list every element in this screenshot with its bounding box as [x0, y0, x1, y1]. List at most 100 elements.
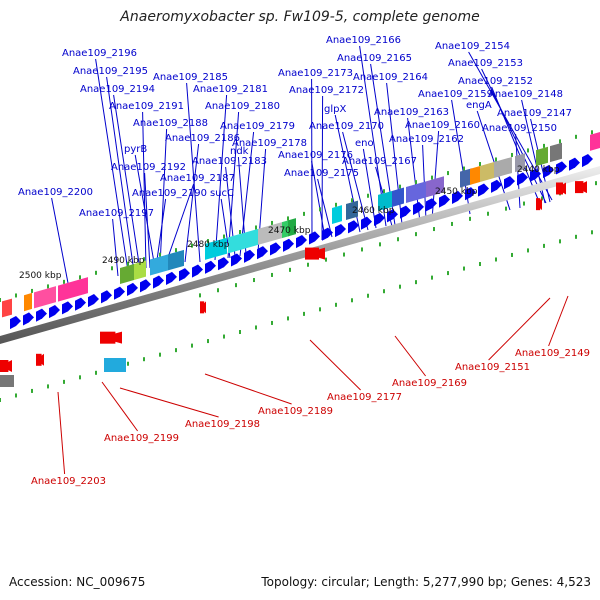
reverse-tick: [433, 227, 435, 232]
reverse-tick: [325, 257, 327, 262]
reverse-tick: [351, 298, 353, 303]
gene-label: Anae109_2176: [278, 150, 353, 161]
gene-label: Anae109_2191: [109, 101, 184, 112]
gene-label: glpX: [324, 104, 346, 115]
gene-label: Anae109_2200: [18, 187, 93, 198]
scale-label: 2450 kbp: [435, 187, 478, 197]
reverse-tick: [469, 216, 471, 221]
gene-label: Anae109_2183: [192, 156, 267, 167]
leader-line: [321, 95, 324, 241]
gene-feature: [332, 205, 342, 224]
forward-tick: [559, 139, 561, 144]
reverse-gene: [0, 360, 9, 372]
reverse-tick: [559, 239, 561, 244]
reverse-tick: [415, 232, 417, 237]
gene-label: Anae109_2188: [133, 118, 208, 129]
leader-line: [101, 381, 139, 432]
scale-label: 2500 kbp: [19, 271, 62, 281]
gene-arrow: [49, 305, 60, 319]
gene-label: Anae109_2177: [327, 392, 402, 403]
reverse-gene: [200, 301, 205, 314]
reverse-tick: [451, 221, 453, 226]
reverse-tick: [431, 275, 433, 280]
reverse-tick: [543, 243, 545, 248]
gene-arrow: [296, 235, 307, 249]
gene-arrow: [452, 190, 463, 204]
forward-tick: [383, 189, 385, 194]
reverse-tick: [143, 357, 145, 362]
forward-tick: [127, 261, 129, 266]
reverse-tick: [319, 307, 321, 312]
leader-line: [548, 295, 569, 347]
reverse-tick: [63, 379, 65, 384]
forward-tick: [287, 216, 289, 221]
scale-label: 2440 kbp: [517, 165, 560, 175]
leader-line: [309, 339, 361, 391]
reverse-tick: [591, 230, 593, 235]
forward-tick: [367, 193, 369, 198]
gene-arrow: [101, 290, 112, 304]
gene-feature: [120, 264, 134, 285]
gene-label: Anae109_2180: [205, 101, 280, 112]
reverse-tick: [127, 361, 129, 366]
reverse-tick: [223, 334, 225, 339]
reverse-tick: [307, 262, 309, 267]
gene-arrow: [478, 183, 489, 197]
leader-line: [214, 94, 228, 261]
gene-label: Anae109_2169: [392, 378, 467, 389]
gene-arrow: [582, 154, 593, 168]
gene-label: Anae109_2152: [458, 76, 533, 87]
gene-label: Anae109_2165: [337, 53, 412, 64]
gene-arrow: [283, 238, 294, 252]
forward-tick: [415, 180, 417, 185]
reverse-tick: [159, 352, 161, 357]
gene-arrow: [231, 253, 242, 267]
gene-label: Anae109_2163: [374, 107, 449, 118]
forward-tick: [111, 266, 113, 271]
gene-label: Anae109_2189: [258, 406, 333, 417]
gene-label: Anae109_2199: [104, 433, 179, 444]
reverse-tick: [191, 343, 193, 348]
gene-arrow: [257, 246, 268, 260]
reverse-tick: [0, 398, 1, 402]
reverse-tick: [289, 267, 291, 272]
reverse-tick: [47, 384, 49, 389]
gene-feature: [258, 222, 282, 245]
reverse-tick: [217, 288, 219, 293]
gene-feature: [288, 218, 296, 237]
gene-arrow: [114, 286, 125, 300]
gene-label: Anae109_2197: [79, 208, 154, 219]
gene-arrow: [413, 201, 424, 215]
leader-line: [186, 82, 201, 263]
forward-tick: [143, 257, 145, 262]
reverse-tick: [397, 237, 399, 242]
gene-arrow: [504, 176, 515, 190]
reverse-tick: [271, 272, 273, 277]
forward-tick: [15, 293, 17, 298]
gene-feature: [24, 292, 32, 312]
forward-tick: [159, 252, 161, 257]
genome-summary: Topology: circular; Length: 5,277,990 bp…: [261, 575, 591, 589]
gene-arrow: [309, 231, 320, 245]
reverse-tick: [199, 293, 201, 298]
reverse-tick: [175, 348, 177, 353]
leader-line: [95, 58, 129, 272]
gene-label: Anae109_2160: [405, 120, 480, 131]
leader-line: [184, 143, 200, 263]
reverse-tick: [255, 325, 257, 330]
gene-label: Anae109_2190: [132, 188, 207, 199]
reverse-tick: [361, 247, 363, 252]
gene-arrow: [374, 212, 385, 227]
gene-label: Anae109_2175: [284, 168, 359, 179]
gene-arrow: [88, 293, 99, 308]
forward-tick: [0, 298, 1, 302]
gene-feature: [34, 286, 56, 309]
reverse-tick: [367, 293, 369, 298]
gene-arrow: [62, 301, 73, 315]
forward-tick: [399, 184, 401, 189]
gene-label: Anae109_2187: [160, 173, 235, 184]
gene-arrow: [400, 205, 411, 219]
forward-tick: [527, 148, 529, 153]
gene-label: eno: [355, 138, 374, 149]
reverse-tick: [379, 242, 381, 247]
